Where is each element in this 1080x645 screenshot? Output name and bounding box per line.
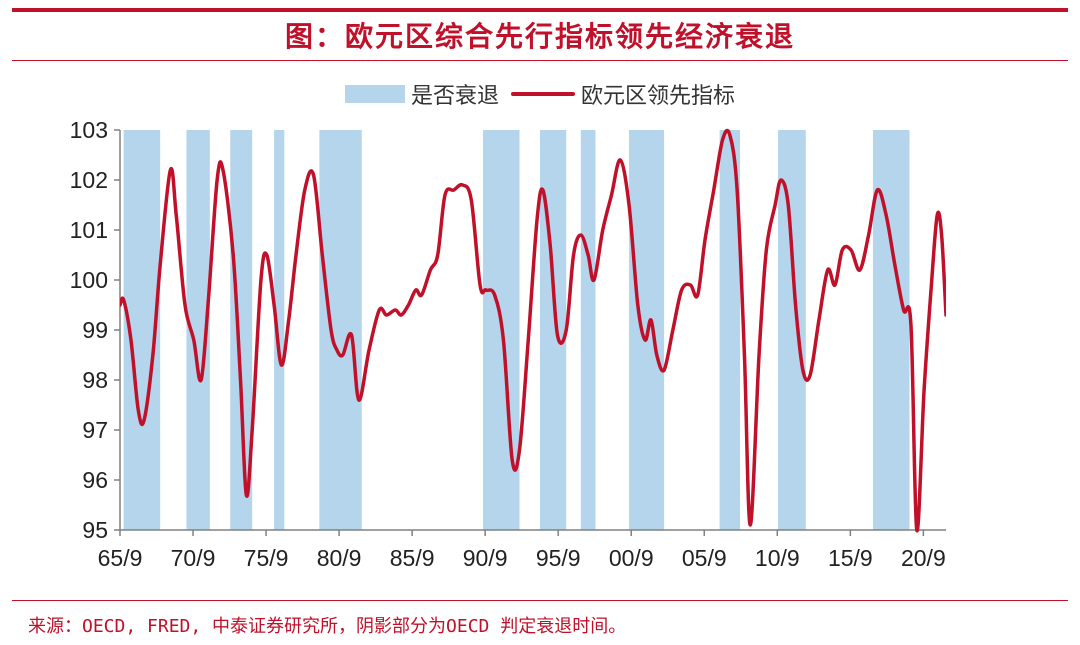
recession-band-3 (274, 130, 285, 530)
x-tick-label-1: 70/9 (171, 545, 216, 571)
title-rule (12, 60, 1068, 61)
y-tick-label-5: 98 (82, 367, 108, 393)
recession-band-10 (778, 130, 806, 530)
recession-swatch (344, 85, 405, 103)
recession-band-2 (230, 130, 253, 530)
x-tick-label-10: 15/9 (828, 545, 873, 571)
bottom-rule (12, 600, 1068, 601)
x-tick-label-9: 10/9 (755, 545, 800, 571)
chart-legend: 是否衰退 欧元区领先指标 (0, 78, 1080, 110)
y-tick-label-6: 97 (82, 417, 108, 443)
legend-line-label: 欧元区领先指标 (581, 84, 736, 109)
legend-item-line: 欧元区领先指标 (511, 78, 735, 110)
x-tick-label-8: 05/9 (682, 545, 727, 571)
x-tick-label-0: 65/9 (98, 545, 143, 571)
x-tick-label-2: 75/9 (244, 545, 289, 571)
y-tick-label-7: 96 (82, 467, 108, 493)
recession-band-9 (719, 130, 741, 530)
y-tick-label-2: 101 (70, 217, 108, 243)
recession-band-7 (580, 130, 596, 530)
y-tick-label-1: 102 (70, 167, 108, 193)
line-swatch (511, 92, 575, 96)
x-tick-label-6: 95/9 (536, 545, 581, 571)
y-tick-label-8: 95 (82, 517, 108, 543)
legend-recession-label: 是否衰退 (410, 84, 499, 109)
top-rule (12, 8, 1068, 12)
series-line-0 (120, 128, 946, 533)
x-tick-label-11: 20/9 (901, 545, 946, 571)
x-tick-label-3: 80/9 (317, 545, 362, 571)
recession-band-11 (872, 130, 910, 530)
y-tick-label-3: 100 (70, 267, 108, 293)
page-title: 图：欧元区综合先行指标领先经济衰退 (284, 20, 795, 53)
x-tick-label-7: 00/9 (609, 545, 654, 571)
source-note: 来源：OECD, FRED, 中泰证券研究所，阴影部分为OECD 判定衰退时间。 (28, 616, 627, 637)
recession-band-1 (186, 130, 210, 530)
legend-item-recession: 是否衰退 (344, 78, 499, 110)
x-tick-label-5: 90/9 (463, 545, 508, 571)
y-tick-label-4: 99 (82, 317, 108, 343)
y-tick-label-0: 103 (70, 117, 108, 143)
recession-band-4 (319, 130, 362, 530)
x-tick-label-4: 85/9 (390, 545, 435, 571)
